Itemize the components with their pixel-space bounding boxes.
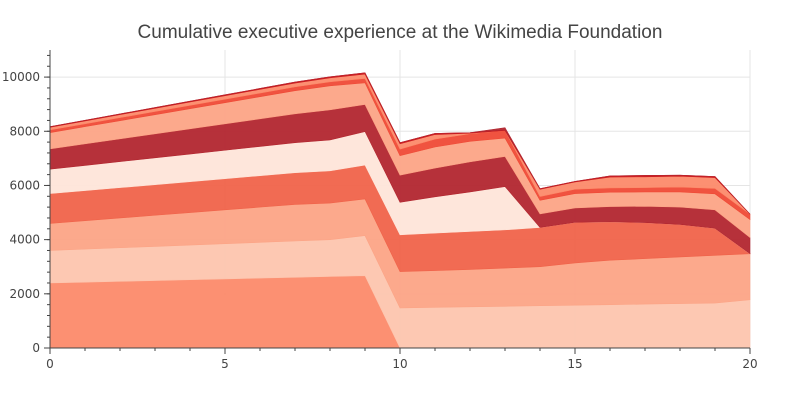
y-tick-label: 4000 [9, 233, 40, 247]
x-tick-label: 5 [221, 357, 229, 371]
y-tick-label: 0 [32, 341, 40, 355]
y-tick-label: 6000 [9, 178, 40, 192]
area-series-group [49, 72, 751, 349]
x-tick-label: 10 [392, 357, 407, 371]
y-tick-label: 8000 [9, 124, 40, 138]
x-tick-label: 20 [742, 357, 757, 371]
y-tick-label: 2000 [9, 287, 40, 301]
axes: 0 5 10 15 20 0 2000 4000 6000 8000 10000 [2, 50, 758, 371]
area-series-11 [49, 72, 751, 215]
chart-title: Cumulative executive experience at the W… [137, 22, 663, 43]
x-tick-label: 15 [567, 357, 582, 371]
x-tick-label: 0 [46, 357, 54, 371]
y-tick-label: 10000 [2, 70, 40, 84]
